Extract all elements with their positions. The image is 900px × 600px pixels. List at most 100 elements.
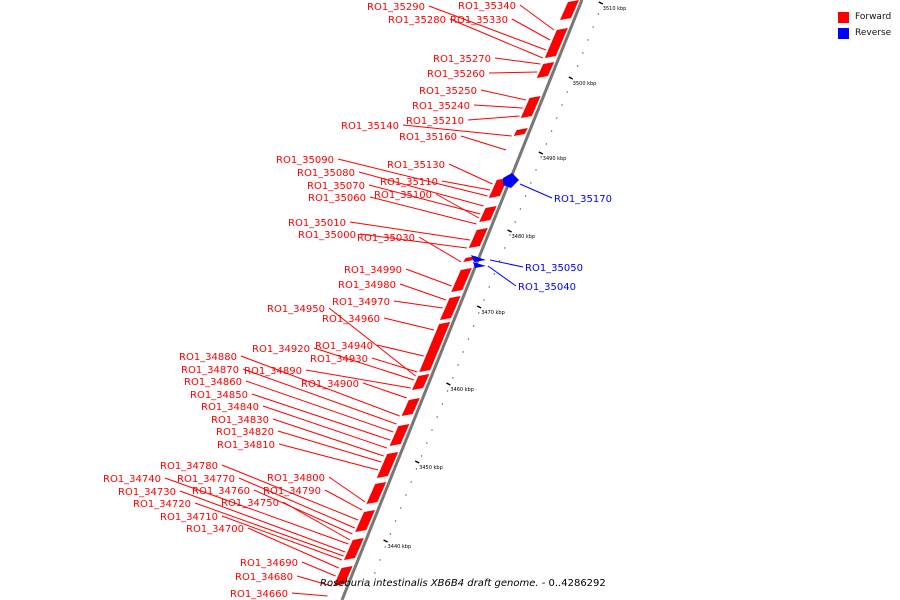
- gene-label-RO1_35160: RO1_35160: [399, 132, 457, 143]
- forward-gene-block-14: [389, 424, 410, 446]
- tick-mark-3: [476, 305, 482, 309]
- gene-label-RO1_35110: RO1_35110: [380, 177, 438, 188]
- tick-mark-4: [507, 229, 512, 233]
- gene-label-RO1_34660: RO1_34660: [230, 589, 288, 600]
- leader-line-RO1_34830: [272, 418, 384, 457]
- gene-label-RO1_34730: RO1_34730: [118, 487, 176, 498]
- forward-gene-block-18: [344, 538, 364, 560]
- forward-gene-block-2: [536, 62, 555, 78]
- forward-gene-block-16: [366, 482, 387, 504]
- gene-label-RO1_34680: RO1_34680: [235, 572, 293, 583]
- minor-tick: [467, 338, 470, 340]
- gene-labels: RO1_35340 RO1_35330 RO1_35290 RO1_35280 RO1_…: [103, 1, 516, 600]
- leader-line-RO1_34890: [305, 369, 411, 389]
- leader-line-RO1_34680: [296, 575, 332, 587]
- forward-gene-block-3: [520, 96, 541, 118]
- leader-line-RO1_34660: [291, 592, 328, 597]
- leader-line-RO1_34700: [247, 527, 340, 569]
- minor-tick: [509, 234, 511, 236]
- leader-line-RO1_35100: [435, 193, 480, 219]
- leader-line-RO1_35040: [487, 265, 517, 287]
- scale-ticks: 3440 kbp 3450 kbp 3460 kbp 3470 kbp 3480 kbp…: [368, 1, 626, 587]
- minor-tick: [457, 364, 459, 366]
- label-leader-lines: [164, 4, 555, 597]
- forward-gene-block-10: [440, 296, 461, 320]
- gene-label-RO1_34880: RO1_34880: [179, 352, 237, 363]
- gene-label-RO1_35050: RO1_35050: [525, 263, 583, 274]
- leader-line-RO1_34950: [328, 307, 416, 377]
- minor-tick: [524, 195, 527, 197]
- leader-line-RO1_35090: [337, 158, 488, 197]
- minor-tick: [374, 572, 376, 574]
- leader-line-RO1_34900: [362, 382, 407, 399]
- gene-label-RO1_35090: RO1_35090: [276, 155, 334, 166]
- leader-line-RO1_35280: [449, 18, 543, 59]
- reverse-gene-block-RO1_35170: [503, 173, 519, 188]
- minor-tick: [472, 325, 475, 327]
- minor-tick: [545, 143, 548, 145]
- tick-mark-1: [414, 460, 420, 464]
- legend-item-forward: Forward: [838, 9, 891, 25]
- leader-line-RO1_34920: [313, 347, 415, 381]
- tick-mark-2: [446, 382, 451, 386]
- minor-tick: [436, 416, 438, 418]
- gene-label-RO1_34970: RO1_34970: [332, 297, 390, 308]
- tick-label-3: 3470 kbp: [481, 310, 505, 316]
- figure-caption: Roseburia intestinalis XB6B4 draft genom…: [320, 578, 606, 589]
- legend-label-forward: Forward: [855, 12, 892, 22]
- minor-tick: [592, 26, 594, 28]
- legend: Forward Reverse: [838, 9, 891, 41]
- leader-line-RO1_35050: [489, 259, 524, 268]
- gene-label-RO1_35030: RO1_35030: [357, 233, 415, 244]
- leader-line-RO1_35330: [511, 18, 551, 41]
- leader-line-RO1_34740: [164, 477, 349, 545]
- genome-backbone: [340, 0, 584, 600]
- leader-line-RO1_34780: [221, 464, 359, 521]
- leader-line-RO1_34840: [262, 405, 387, 449]
- gene-label-RO1_35100: RO1_35100: [374, 190, 432, 201]
- gene-blocks: [333, 0, 579, 586]
- gene-label-RO1_34740: RO1_34740: [103, 474, 161, 485]
- caption-organism: Roseburia intestinalis XB6B4 draft genom…: [320, 578, 539, 589]
- leader-line-RO1_34880: [240, 355, 400, 417]
- minor-tick: [556, 117, 558, 119]
- minor-tick: [571, 78, 574, 80]
- legend-item-reverse: Reverse: [838, 25, 891, 41]
- leader-line-RO1_35340: [519, 4, 555, 31]
- leader-line-RO1_34860: [245, 380, 394, 433]
- leader-line-RO1_34870: [242, 368, 397, 425]
- minor-tick: [483, 299, 485, 301]
- forward-gene-block-9: [451, 268, 472, 292]
- minor-tick: [431, 429, 433, 431]
- gene-label-RO1_35080: RO1_35080: [297, 168, 355, 179]
- minor-tick: [498, 260, 501, 262]
- gene-label-RO1_35260: RO1_35260: [427, 69, 485, 80]
- tick-mark-5: [538, 151, 544, 155]
- tick-label-6: 3500 kbp: [573, 81, 597, 87]
- leader-line-RO1_34980: [399, 283, 447, 301]
- gene-label-RO1_35210: RO1_35210: [406, 116, 464, 127]
- leader-line-RO1_34750: [282, 501, 351, 541]
- forward-gene-block-15: [376, 452, 399, 478]
- caption-range: - 0..4286292: [541, 578, 606, 589]
- gene-label-RO1_34840: RO1_34840: [201, 402, 259, 413]
- forward-gene-block-6: [479, 206, 497, 222]
- forward-gene-block-1: [544, 28, 568, 58]
- forward-gene-block-7: [468, 228, 488, 248]
- leader-line-RO1_34690: [301, 561, 336, 577]
- gene-label-RO1_35280: RO1_35280: [388, 15, 446, 26]
- minor-tick: [535, 169, 537, 171]
- tick-label-2: 3460 kbp: [450, 387, 474, 393]
- gene-label-RO1_35240: RO1_35240: [412, 101, 470, 112]
- tick-mark-0: [383, 539, 388, 543]
- gene-label-RO1_35250: RO1_35250: [419, 86, 477, 97]
- gene-label-RO1_35000: RO1_35000: [298, 230, 356, 241]
- gene-label-RO1_34940: RO1_34940: [315, 341, 373, 352]
- leader-line-RO1_34770: [238, 477, 355, 529]
- gene-label-RO1_34870: RO1_34870: [181, 365, 239, 376]
- leader-line-RO1_34790: [324, 489, 363, 511]
- minor-tick: [514, 221, 516, 223]
- gene-label-RO1_35130: RO1_35130: [387, 160, 445, 171]
- gene-label-RO1_34750: RO1_34750: [221, 498, 279, 509]
